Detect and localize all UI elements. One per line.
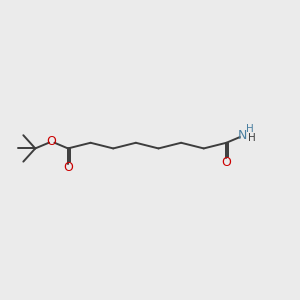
Text: H: H [248,133,255,143]
Text: O: O [221,156,231,169]
Text: H: H [246,124,254,134]
Text: O: O [63,161,73,174]
Text: O: O [47,135,57,148]
Text: N: N [238,129,247,142]
